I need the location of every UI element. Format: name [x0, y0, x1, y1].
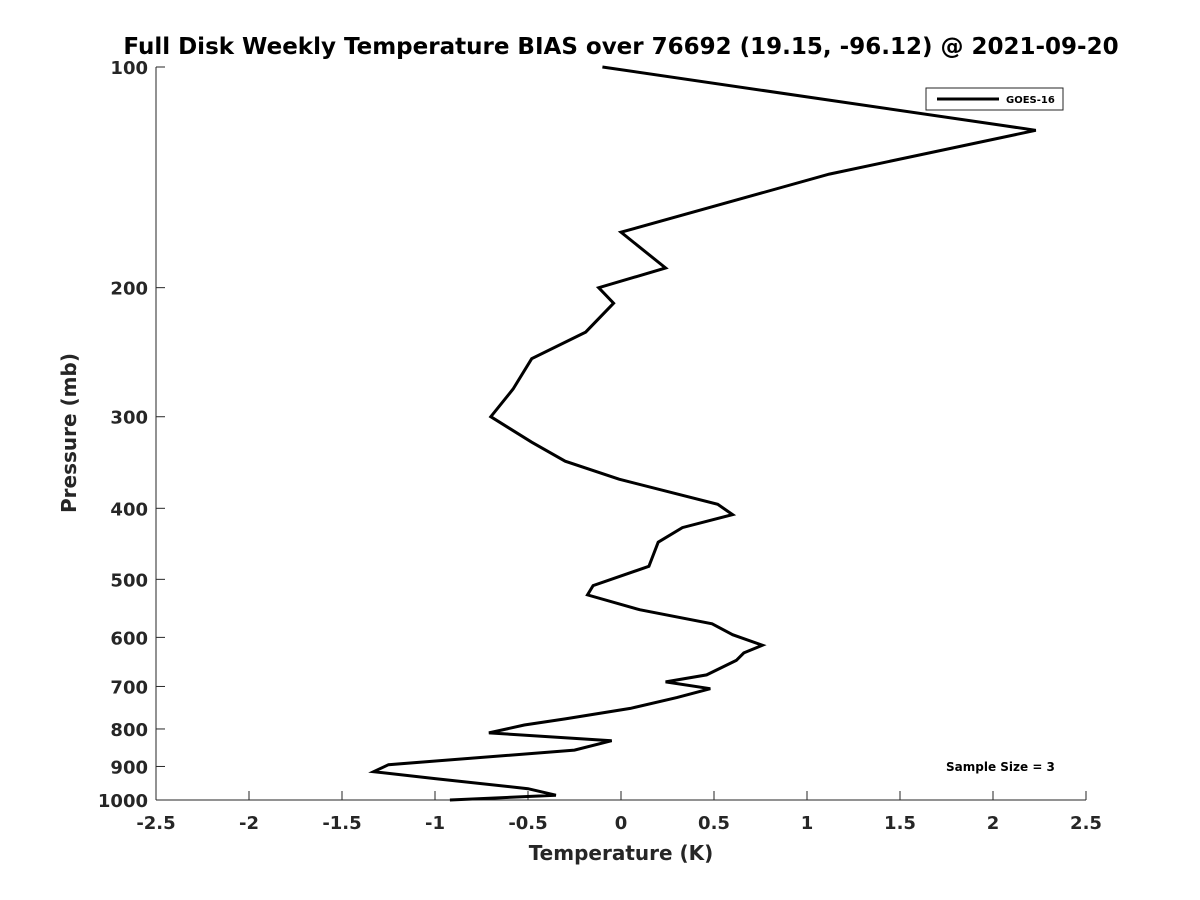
x-tick-label: 2.5: [1070, 813, 1102, 834]
x-tick-label: 0.5: [698, 813, 730, 834]
plot-area: [156, 67, 1086, 800]
y-tick-label: 300: [110, 408, 148, 429]
x-tick-label: -2.5: [136, 813, 175, 834]
y-tick-label: 1000: [98, 791, 148, 812]
series-layer: [368, 65, 1037, 802]
y-tick-label: 100: [110, 58, 148, 79]
y-tick-label: 400: [110, 499, 148, 520]
x-tick-label: 0: [615, 813, 628, 834]
y-axis-label: Pressure (mb): [57, 353, 81, 513]
x-axis-label: Temperature (K): [529, 841, 714, 865]
x-axis-ticks: -2.5 -2 -1.5 -1 -0.5 0 0.5 1 1.5 2 2.5: [136, 791, 1102, 834]
y-axis-ticks: 100 200 300 400 500 600 700 800 900 1000: [98, 58, 165, 812]
y-tick-label: 500: [110, 570, 148, 591]
x-tick-label: 2: [987, 813, 1000, 834]
series-line-goes-16: [368, 65, 1037, 802]
x-tick-label: -1: [425, 813, 445, 834]
x-tick-label: -0.5: [508, 813, 547, 834]
y-tick-label: 900: [110, 757, 148, 778]
y-tick-label: 700: [110, 677, 148, 698]
sample-size-annotation: Sample Size = 3: [946, 760, 1055, 774]
x-tick-label: -1.5: [322, 813, 361, 834]
y-tick-label: 200: [110, 279, 148, 300]
x-tick-label: 1: [801, 813, 814, 834]
legend-label: GOES-16: [1006, 95, 1055, 106]
legend: GOES-16: [925, 87, 1064, 111]
y-tick-label: 800: [110, 720, 148, 741]
chart-title: Full Disk Weekly Temperature BIAS over 7…: [123, 34, 1118, 60]
x-tick-label: -2: [239, 813, 259, 834]
x-tick-label: 1.5: [884, 813, 916, 834]
y-tick-label: 600: [110, 628, 148, 649]
